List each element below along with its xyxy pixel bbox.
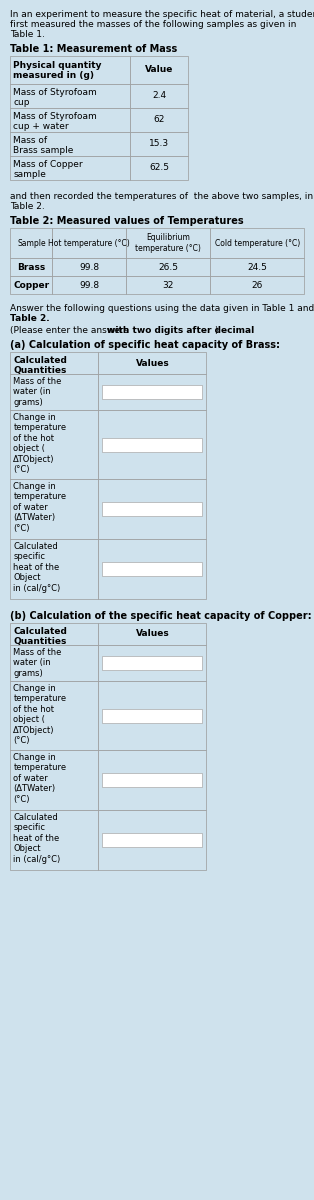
Text: Brass: Brass <box>17 263 46 271</box>
Bar <box>98 539 206 599</box>
Text: Calculated
Quantities: Calculated Quantities <box>14 356 67 376</box>
Text: 62.5: 62.5 <box>149 163 169 173</box>
Text: and then recorded the temperatures of  the above two samples, in: and then recorded the temperatures of th… <box>10 192 313 200</box>
Bar <box>52 258 126 276</box>
Text: first measured the masses of the following samples as given in: first measured the masses of the followi… <box>10 20 297 29</box>
Text: 2.4: 2.4 <box>152 91 166 101</box>
Text: Sample: Sample <box>17 239 46 247</box>
Text: Mass of the
water (in
grams): Mass of the water (in grams) <box>14 648 62 678</box>
Text: 26: 26 <box>252 281 263 289</box>
Bar <box>10 646 98 680</box>
Text: Table 2.: Table 2. <box>10 314 50 323</box>
Bar <box>102 385 202 398</box>
Bar <box>130 132 188 156</box>
Bar <box>210 276 304 294</box>
Bar <box>10 84 130 108</box>
Bar <box>98 810 206 870</box>
Bar <box>102 438 202 451</box>
Bar <box>98 680 206 750</box>
Text: Cold temperature (°C): Cold temperature (°C) <box>215 239 300 247</box>
Text: Values: Values <box>135 359 169 367</box>
Bar <box>98 479 206 539</box>
Bar <box>130 56 188 84</box>
Bar <box>98 750 206 810</box>
Text: Copper: Copper <box>13 281 49 289</box>
Text: Calculated
Quantities: Calculated Quantities <box>14 626 67 647</box>
Bar <box>10 810 98 870</box>
Bar <box>52 228 126 258</box>
Text: 26.5: 26.5 <box>158 263 178 271</box>
Text: In an experiment to measure the specific heat of material, a student: In an experiment to measure the specific… <box>10 10 314 19</box>
Text: 99.8: 99.8 <box>79 281 100 289</box>
Text: Calculated
specific
heat of the
Object
in (cal/g°C): Calculated specific heat of the Object i… <box>14 814 61 864</box>
Text: Mass of Copper
sample: Mass of Copper sample <box>14 160 83 179</box>
Bar <box>10 258 52 276</box>
Text: Table 1: Measurement of Mass: Table 1: Measurement of Mass <box>10 44 178 54</box>
Bar <box>210 228 304 258</box>
Text: (Please enter the answers: (Please enter the answers <box>10 326 131 335</box>
Text: 24.5: 24.5 <box>247 263 267 271</box>
Text: ): ) <box>214 326 217 335</box>
Text: Hot temperature (°C): Hot temperature (°C) <box>48 239 130 247</box>
Text: Calculated
specific
heat of the
Object
in (cal/g°C): Calculated specific heat of the Object i… <box>14 542 61 593</box>
Text: Change in
temperature
of water
(ΔTWater)
(°C): Change in temperature of water (ΔTWater)… <box>14 754 67 804</box>
Text: Table 2: Measured values of Temperatures: Table 2: Measured values of Temperatures <box>10 216 244 226</box>
Text: Change in
temperature
of the hot
object (
ΔTObject)
(°C): Change in temperature of the hot object … <box>14 413 67 474</box>
Bar <box>98 352 206 374</box>
Bar <box>10 539 98 599</box>
Bar <box>10 352 98 374</box>
Bar <box>10 623 98 646</box>
Bar <box>102 562 202 576</box>
Text: Mass of Styrofoam
cup: Mass of Styrofoam cup <box>14 88 97 108</box>
Text: Mass of
Brass sample: Mass of Brass sample <box>14 136 74 156</box>
Bar <box>10 374 98 410</box>
Text: Table 2.: Table 2. <box>10 202 45 211</box>
Bar <box>98 623 206 646</box>
Bar <box>102 656 202 670</box>
Bar <box>10 276 52 294</box>
Text: Equilibrium
temperature (°C): Equilibrium temperature (°C) <box>135 233 201 253</box>
Text: 62: 62 <box>154 115 165 125</box>
Bar <box>102 708 202 722</box>
Bar <box>10 108 130 132</box>
Bar <box>10 750 98 810</box>
Bar <box>130 156 188 180</box>
Bar <box>10 56 130 84</box>
Bar <box>102 773 202 787</box>
Bar <box>10 410 98 479</box>
Bar <box>126 276 210 294</box>
Bar <box>10 680 98 750</box>
Bar <box>126 228 210 258</box>
Text: 15.3: 15.3 <box>149 139 170 149</box>
Text: Change in
temperature
of water
(ΔTWater)
(°C): Change in temperature of water (ΔTWater)… <box>14 482 67 533</box>
Bar <box>102 502 202 516</box>
Bar <box>210 258 304 276</box>
Bar <box>10 156 130 180</box>
Text: Physical quantity
measured in (g): Physical quantity measured in (g) <box>14 61 102 80</box>
Bar <box>130 108 188 132</box>
Text: Mass of Styrofoam
cup + water: Mass of Styrofoam cup + water <box>14 112 97 132</box>
Bar <box>10 132 130 156</box>
Text: Values: Values <box>135 630 169 638</box>
Text: (b) Calculation of the specific heat capacity of Copper:: (b) Calculation of the specific heat cap… <box>10 611 312 622</box>
Bar <box>52 276 126 294</box>
Bar <box>10 228 52 258</box>
Text: (a) Calculation of specific heat capacity of Brass:: (a) Calculation of specific heat capacit… <box>10 340 280 350</box>
Text: with two digits after decimal: with two digits after decimal <box>106 326 254 335</box>
Text: Answer the following questions using the data given in Table 1 and: Answer the following questions using the… <box>10 304 314 313</box>
Text: Change in
temperature
of the hot
object (
ΔTObject)
(°C): Change in temperature of the hot object … <box>14 684 67 745</box>
Text: Mass of the
water (in
grams): Mass of the water (in grams) <box>14 377 62 407</box>
Bar <box>130 84 188 108</box>
Bar <box>98 646 206 680</box>
Text: Table 1.: Table 1. <box>10 30 45 38</box>
Text: 99.8: 99.8 <box>79 263 100 271</box>
Text: 32: 32 <box>163 281 174 289</box>
Bar <box>98 374 206 410</box>
Bar <box>126 258 210 276</box>
Text: Value: Value <box>145 66 174 74</box>
Bar <box>102 833 202 847</box>
Bar <box>10 479 98 539</box>
Bar <box>98 410 206 479</box>
